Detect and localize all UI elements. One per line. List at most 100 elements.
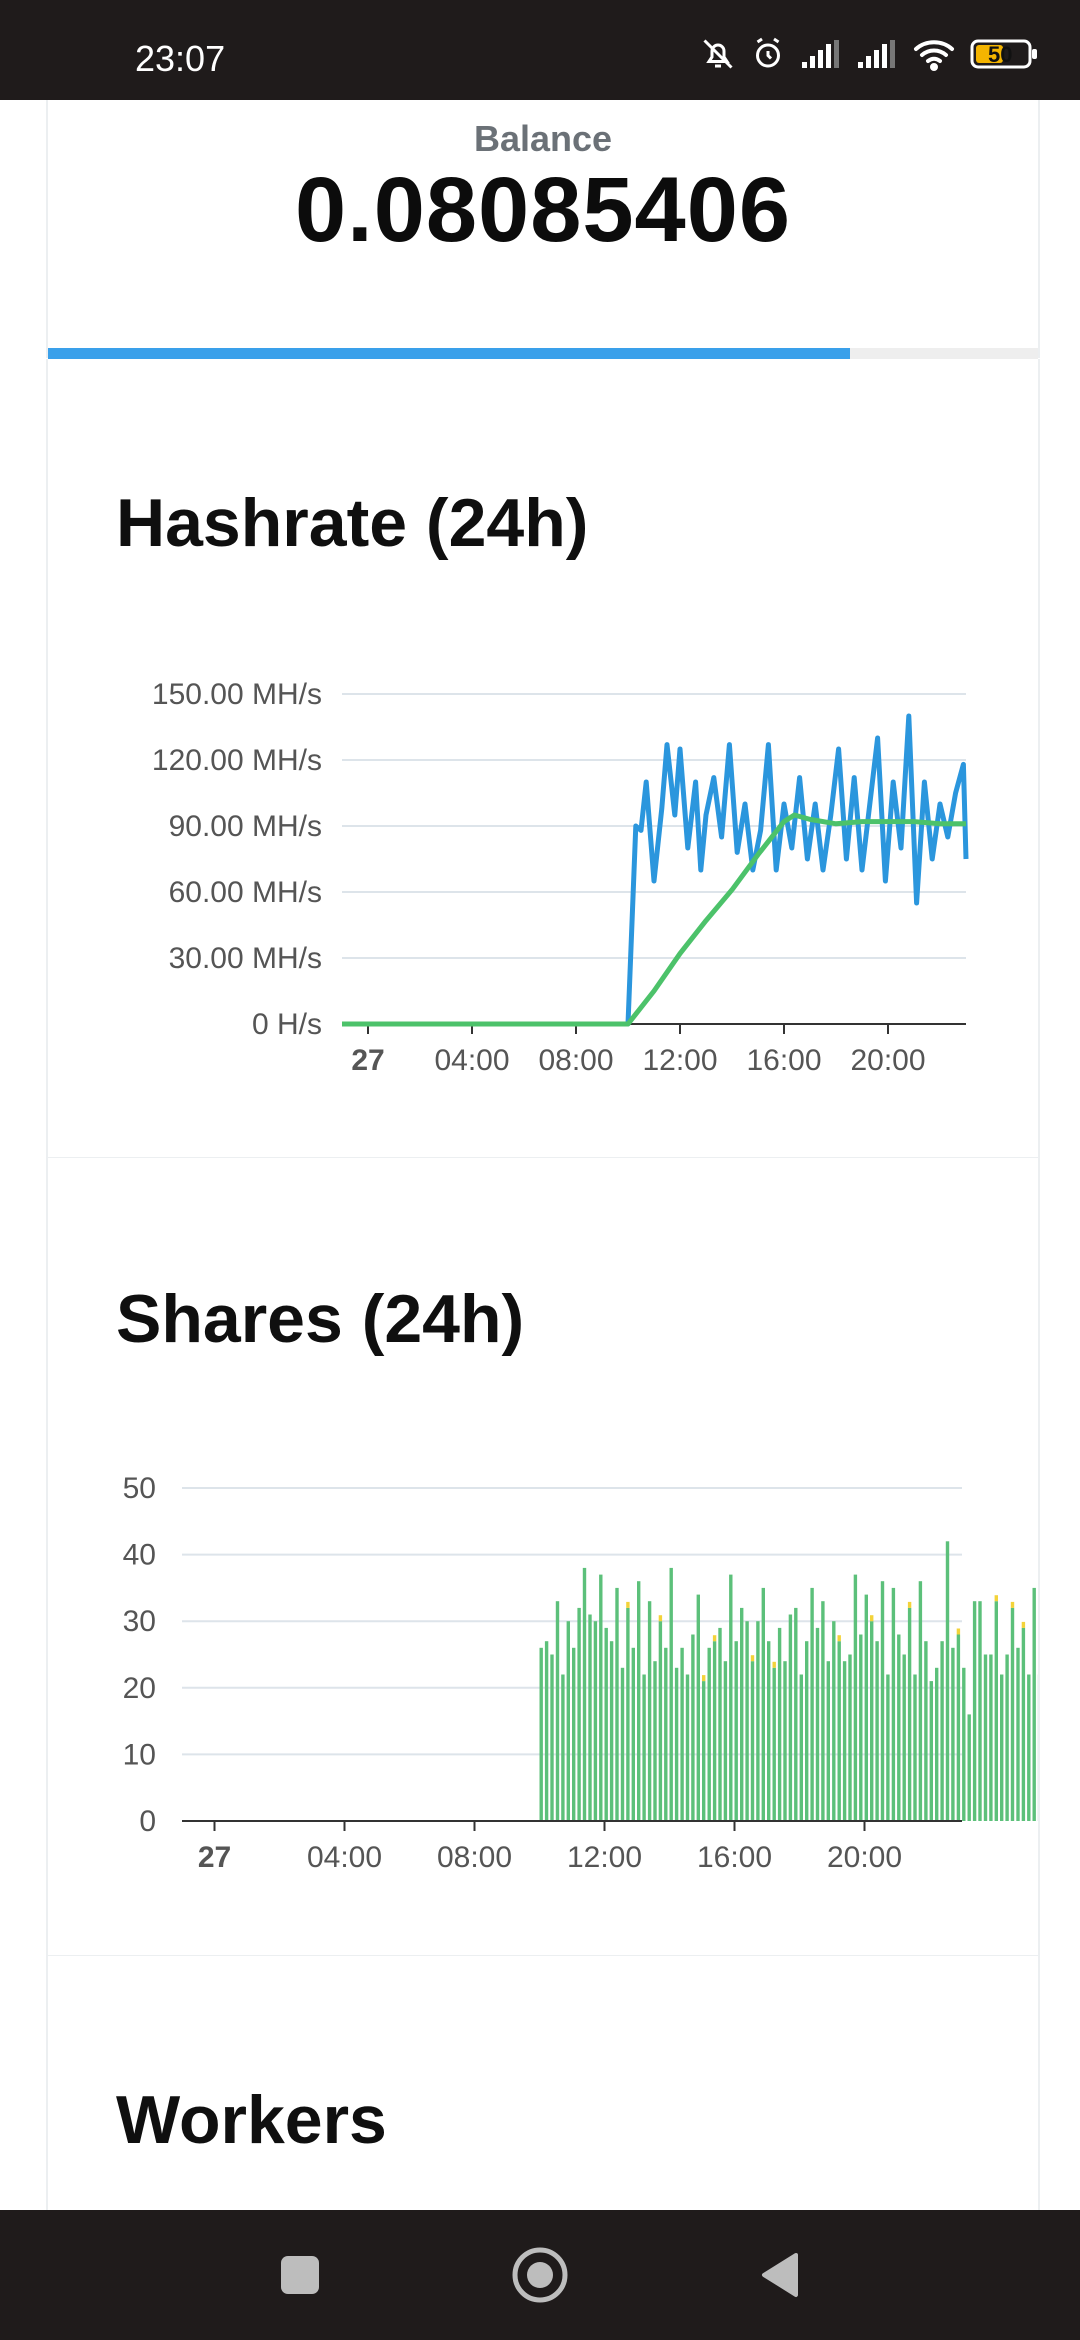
shares-bar [712,1641,717,1821]
shares-bar [767,1641,771,1821]
shares-bar [962,1667,966,1821]
shares-bar [1027,1674,1031,1821]
hashrate-series-0-line [342,713,969,1027]
shares-bar [799,1674,803,1821]
shares-bar [729,1574,733,1821]
shares-bar [664,1647,668,1821]
navigation-bar [0,2210,1080,2340]
shares-bar [805,1641,809,1821]
shares-bar [907,1607,912,1821]
shares-bar [994,1601,998,1821]
shares-bar [702,1681,706,1821]
recents-button[interactable] [220,2210,380,2340]
shares-bar [658,1621,663,1821]
hashrate-title: Hashrate (24h) [116,485,589,561]
shares-bar [821,1601,825,1821]
shares-bar [637,1581,641,1821]
shares-bar [582,1567,587,1821]
shares-bar [653,1661,657,1821]
shares-bar [707,1647,711,1821]
balance-label: Balance [473,118,613,159]
hashrate-x-tick: 08:00 [538,1044,613,1077]
wifi-icon [912,37,956,71]
shares-bar [935,1667,939,1821]
shares-title: Shares (24h) [116,1281,525,1357]
shares-bar [956,1634,961,1821]
hashrate-y-tick: 120.00 MH/s [152,744,322,777]
shares-bar [1010,1607,1015,1821]
balance-progress-bar [48,348,1038,359]
shares-bar [642,1674,646,1821]
shares-bar-overlay [712,1635,717,1642]
shares-y-tick: 10 [123,1738,156,1771]
shares-bar [740,1607,744,1821]
shares-bar [588,1614,592,1821]
shares-bar-overlay [772,1661,776,1668]
shares-bar [940,1641,944,1821]
hashrate-y-tick: 30.00 MH/s [169,942,322,975]
shares-bar [978,1601,982,1821]
shares-x-tick: 16:00 [697,1841,772,1874]
alarm-icon [750,36,786,72]
shares-bar-overlay [626,1601,630,1608]
shares-y-tick: 0 [139,1805,156,1838]
shares-bar [832,1621,836,1821]
back-triangle-icon [762,2253,798,2297]
shares-bar [620,1667,625,1821]
shares-bar-overlay [870,1615,874,1622]
shares-bar [1000,1674,1004,1821]
shares-bar [880,1581,885,1821]
shares-bar [561,1674,565,1821]
shares-bar [674,1667,679,1821]
shares-bar [544,1641,549,1821]
shares-bar [875,1641,879,1821]
shares-bar [761,1587,765,1821]
shares-bar [870,1621,874,1821]
status-icons: 50 [700,36,1040,72]
shares-bar [555,1601,560,1821]
shares-y-tick: 50 [123,1472,156,1505]
hashrate-x-tick: 16:00 [746,1044,821,1077]
shares-x-tick: 08:00 [437,1841,512,1874]
shares-bar [891,1587,896,1821]
shares-bar [777,1627,782,1821]
shares-bar [1005,1654,1009,1821]
shares-bar [951,1647,955,1821]
shares-bar [929,1681,933,1821]
square-icon [281,2256,319,2294]
hashrate-x-tick: 20:00 [850,1044,925,1077]
shares-bar-overlay [702,1675,706,1682]
hashrate-x-tick: 27 [351,1044,384,1077]
shares-bar [631,1647,635,1821]
home-button[interactable] [460,2210,620,2340]
shares-bar-overlay [1021,1621,1026,1628]
hashrate-y-tick: 150.00 MH/s [152,678,322,711]
shares-bar [810,1587,814,1821]
shares-bar-overlay [1010,1601,1015,1608]
shares-bar [566,1621,570,1821]
hashrate-series-1-line [342,812,966,1027]
shares-bar [902,1654,906,1821]
signal-icon [856,38,898,70]
hashrate-y-tick: 90.00 MH/s [169,810,322,843]
shares-bar-overlay [907,1601,912,1608]
hashrate-chart: 0 H/s 30.00 MH/s 60.00 MH/s 90.00 MH/s 120.0… [152,678,969,1077]
shares-bar [669,1567,673,1821]
workers-title: Workers [116,2082,387,2158]
shares-bar [745,1621,749,1821]
shares-bar [718,1627,722,1821]
back-button[interactable] [700,2210,860,2340]
workers-section: Workers [46,1956,1040,2210]
shares-bar [1032,1587,1036,1821]
bell-off-icon [700,36,736,72]
shares-bar [918,1581,923,1821]
shares-x-tick: 04:00 [307,1841,382,1874]
shares-bar [788,1614,793,1821]
shares-bar [972,1601,977,1821]
shares-bar [913,1674,917,1821]
shares-bar [572,1647,576,1821]
shares-bar [815,1627,820,1821]
shares-bar-overlay [658,1615,663,1622]
shares-bar [680,1647,684,1821]
shares-bar [989,1654,993,1821]
